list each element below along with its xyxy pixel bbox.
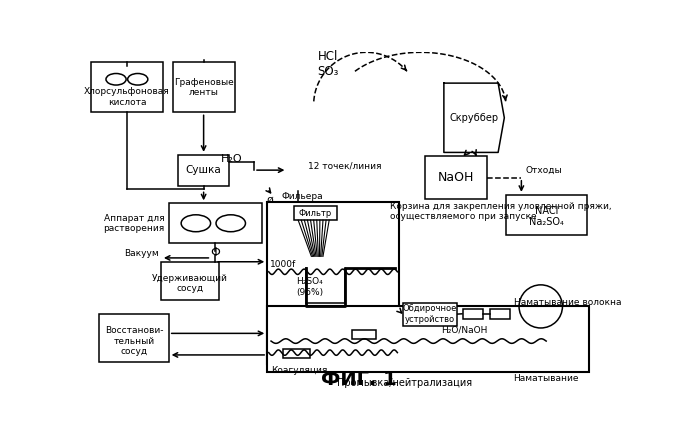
Text: Сушка: Сушка [186, 165, 222, 175]
Text: осуществляемого при запуске: осуществляемого при запуске [389, 212, 536, 221]
Text: Фильтр: Фильтр [299, 209, 332, 218]
Bar [173, 62, 235, 112]
Bar [294, 206, 337, 220]
Text: 1000f: 1000f [270, 259, 296, 269]
Bar [463, 309, 482, 319]
Bar [99, 314, 168, 362]
Text: H₂O/NaOH: H₂O/NaOH [442, 325, 488, 334]
Text: H₂O: H₂O [221, 153, 243, 164]
Bar [282, 349, 310, 358]
Bar [161, 262, 219, 300]
Text: Аппарат для
растворения: Аппарат для растворения [103, 214, 165, 233]
Text: Графеновые
ленты: Графеновые ленты [174, 78, 233, 97]
Text: NACl
Na₂SO₄: NACl Na₂SO₄ [529, 205, 564, 227]
Text: Коагуляция: Коагуляция [271, 366, 327, 375]
Text: ФИГ. 1: ФИГ. 1 [321, 370, 396, 389]
Bar [424, 156, 487, 199]
Bar [491, 309, 510, 319]
Bar [267, 202, 399, 364]
Bar [506, 195, 587, 235]
Text: Вакуум: Вакуум [124, 249, 159, 258]
Text: H₂SO₄
(96%): H₂SO₄ (96%) [296, 277, 324, 297]
Text: Восстанови-
тельный
сосуд: Восстанови- тельный сосуд [105, 326, 163, 356]
Text: Удерживающий
сосуд: Удерживающий сосуд [152, 274, 228, 293]
Text: NaOH: NaOH [438, 171, 474, 184]
Bar [267, 307, 589, 372]
Text: Наматывание волокна: Наматывание волокна [514, 298, 621, 307]
Text: ø: ø [267, 195, 273, 205]
Text: Хлорсульфоновая
кислота: Хлорсульфоновая кислота [84, 87, 170, 107]
Text: Наматывание: Наматывание [514, 374, 579, 382]
Text: Корзина для закрепления уловленной пряжи,: Корзина для закрепления уловленной пряжи… [389, 202, 611, 211]
Bar [403, 303, 457, 326]
Text: Отходы: Отходы [525, 166, 562, 175]
Bar [352, 330, 375, 339]
Text: 12 точек/линия: 12 точек/линия [308, 162, 382, 171]
Bar [168, 203, 261, 243]
Text: Скруббер: Скруббер [449, 113, 498, 123]
Bar [178, 155, 229, 186]
Bar [92, 62, 163, 112]
Text: Обдирочное
устройство: Обдирочное устройство [403, 304, 457, 324]
Text: Промывка/нейтрализация: Промывка/нейтрализация [337, 378, 473, 388]
Text: HCl
SO₃: HCl SO₃ [317, 50, 338, 78]
Text: Фильера: Фильера [281, 192, 323, 201]
Text: Φ: Φ [210, 246, 220, 259]
